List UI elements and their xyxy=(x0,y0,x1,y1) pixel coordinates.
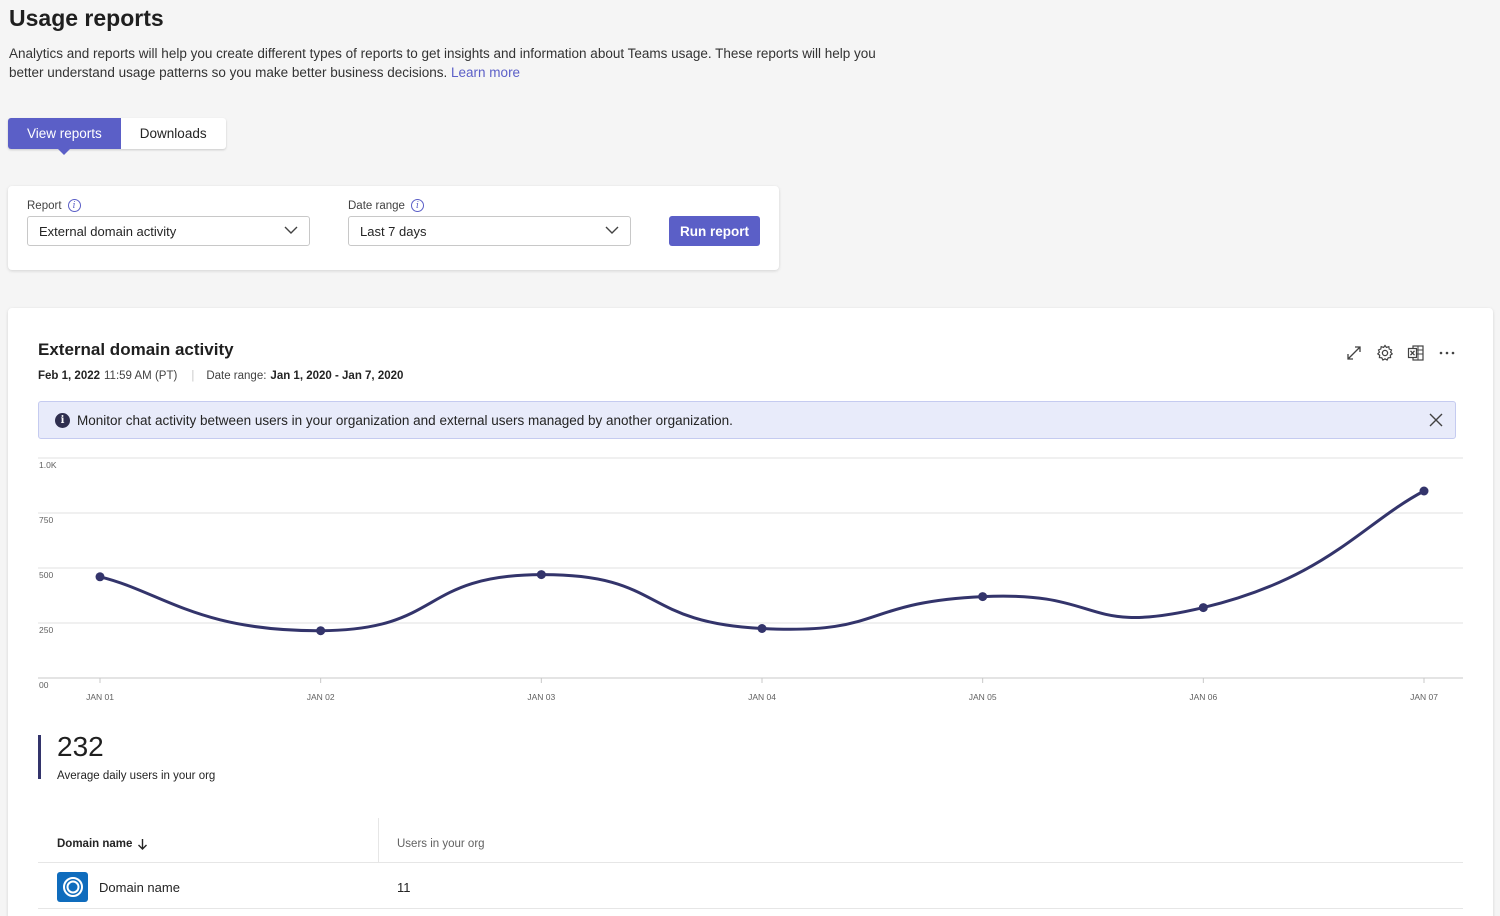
kpi-average-daily-users: 232 Average daily users in your org xyxy=(38,731,216,782)
date-range-label-text: Date range xyxy=(348,199,405,212)
kpi-value: 232 xyxy=(57,731,104,762)
y-tick-label: 00 xyxy=(39,680,49,690)
x-tick-label: JAN 02 xyxy=(307,692,335,702)
settings-icon[interactable] xyxy=(1375,343,1395,363)
domain-icon xyxy=(57,872,88,902)
data-point[interactable] xyxy=(536,570,546,580)
report-run-date: Feb 1, 2022 xyxy=(38,370,101,382)
column-divider xyxy=(378,818,379,863)
report-field-label: Report i xyxy=(27,199,81,212)
excel-export-icon[interactable] xyxy=(1406,343,1426,363)
report-run-time: 11:59 AM (PT) xyxy=(104,370,178,382)
domain-name-cell: Domain name xyxy=(99,880,180,895)
report-tabs: View reports Downloads xyxy=(8,118,226,155)
learn-more-link[interactable]: Learn more xyxy=(451,65,521,80)
report-filter-card: Report i External domain activity Date r… xyxy=(8,186,779,270)
info-icon[interactable]: i xyxy=(410,199,424,212)
users-column-header[interactable]: Users in your org xyxy=(397,838,485,850)
data-point[interactable] xyxy=(978,592,988,602)
report-title: External domain activity xyxy=(38,340,234,359)
domain-name-column-header[interactable]: Domain name xyxy=(57,838,148,850)
x-tick-label: JAN 06 xyxy=(1189,692,1217,702)
data-point[interactable] xyxy=(316,626,326,636)
more-options-icon[interactable] xyxy=(1437,343,1457,363)
tab-view-reports[interactable]: View reports xyxy=(8,118,121,155)
meta-separator: | xyxy=(191,370,195,382)
info-icon: i xyxy=(55,412,70,428)
report-meta: Feb 1, 2022 11:59 AM (PT) | Date range: … xyxy=(38,370,403,382)
users-count-cell: 11 xyxy=(397,880,411,895)
sort-descending-icon xyxy=(138,839,148,850)
page-description: Analytics and reports will help you crea… xyxy=(9,44,889,82)
report-card: External domain activity Feb 1, 2022 11:… xyxy=(8,308,1493,916)
table-header-row: Domain name Users in your org xyxy=(38,818,1463,863)
expand-icon[interactable] xyxy=(1344,343,1364,363)
x-tick-label: JAN 05 xyxy=(969,692,997,702)
x-tick-label: JAN 07 xyxy=(1410,692,1438,702)
data-point[interactable] xyxy=(1419,486,1429,496)
date-range-meta-label: Date range: xyxy=(206,370,267,382)
report-label-text: Report xyxy=(27,199,62,212)
page-title: Usage reports xyxy=(9,5,164,31)
y-tick-label: 1.0K xyxy=(39,460,57,470)
close-icon[interactable] xyxy=(1429,413,1443,427)
report-dropdown-value: External domain activity xyxy=(39,223,177,239)
report-header-actions xyxy=(1344,343,1457,363)
x-tick-label: JAN 01 xyxy=(86,692,114,702)
info-icon[interactable]: i xyxy=(67,199,81,212)
chevron-down-icon xyxy=(605,226,619,234)
y-tick-label: 250 xyxy=(39,625,53,635)
data-point[interactable] xyxy=(95,572,105,582)
report-dropdown[interactable]: External domain activity xyxy=(27,216,310,246)
tab-downloads[interactable]: Downloads xyxy=(139,126,207,141)
date-range-dropdown-value: Last 7 days xyxy=(360,223,427,239)
info-banner: i Monitor chat activity between users in… xyxy=(38,401,1456,439)
date-range-field-label: Date range i xyxy=(348,199,424,212)
kpi-label: Average daily users in your org xyxy=(57,770,216,782)
chevron-down-icon xyxy=(284,226,298,234)
y-tick-label: 500 xyxy=(39,570,53,580)
activity-line-chart: 00 250 500 750 1.0K JAN 01 JAN 02 JAN 03 JAN 04 J… xyxy=(38,457,1463,702)
run-report-button[interactable]: Run report xyxy=(669,216,760,246)
data-point[interactable] xyxy=(757,624,767,633)
x-tick-label: JAN 03 xyxy=(527,692,555,702)
table-row[interactable]: Domain name 11 xyxy=(38,863,1463,909)
y-tick-label: 750 xyxy=(39,515,53,525)
data-point[interactable] xyxy=(1198,603,1208,613)
domain-name-header-label: Domain name xyxy=(57,838,133,850)
x-tick-label: JAN 04 xyxy=(748,692,776,702)
date-range-dropdown[interactable]: Last 7 days xyxy=(348,216,631,246)
date-range-meta-value: Jan 1, 2020 - Jan 7, 2020 xyxy=(270,370,404,382)
description-text: Analytics and reports will help you crea… xyxy=(9,46,876,80)
domain-table: Domain name Users in your org Domain nam… xyxy=(38,818,1463,909)
series-line xyxy=(98,489,1426,633)
banner-text: Monitor chat activity between users in y… xyxy=(77,412,733,428)
